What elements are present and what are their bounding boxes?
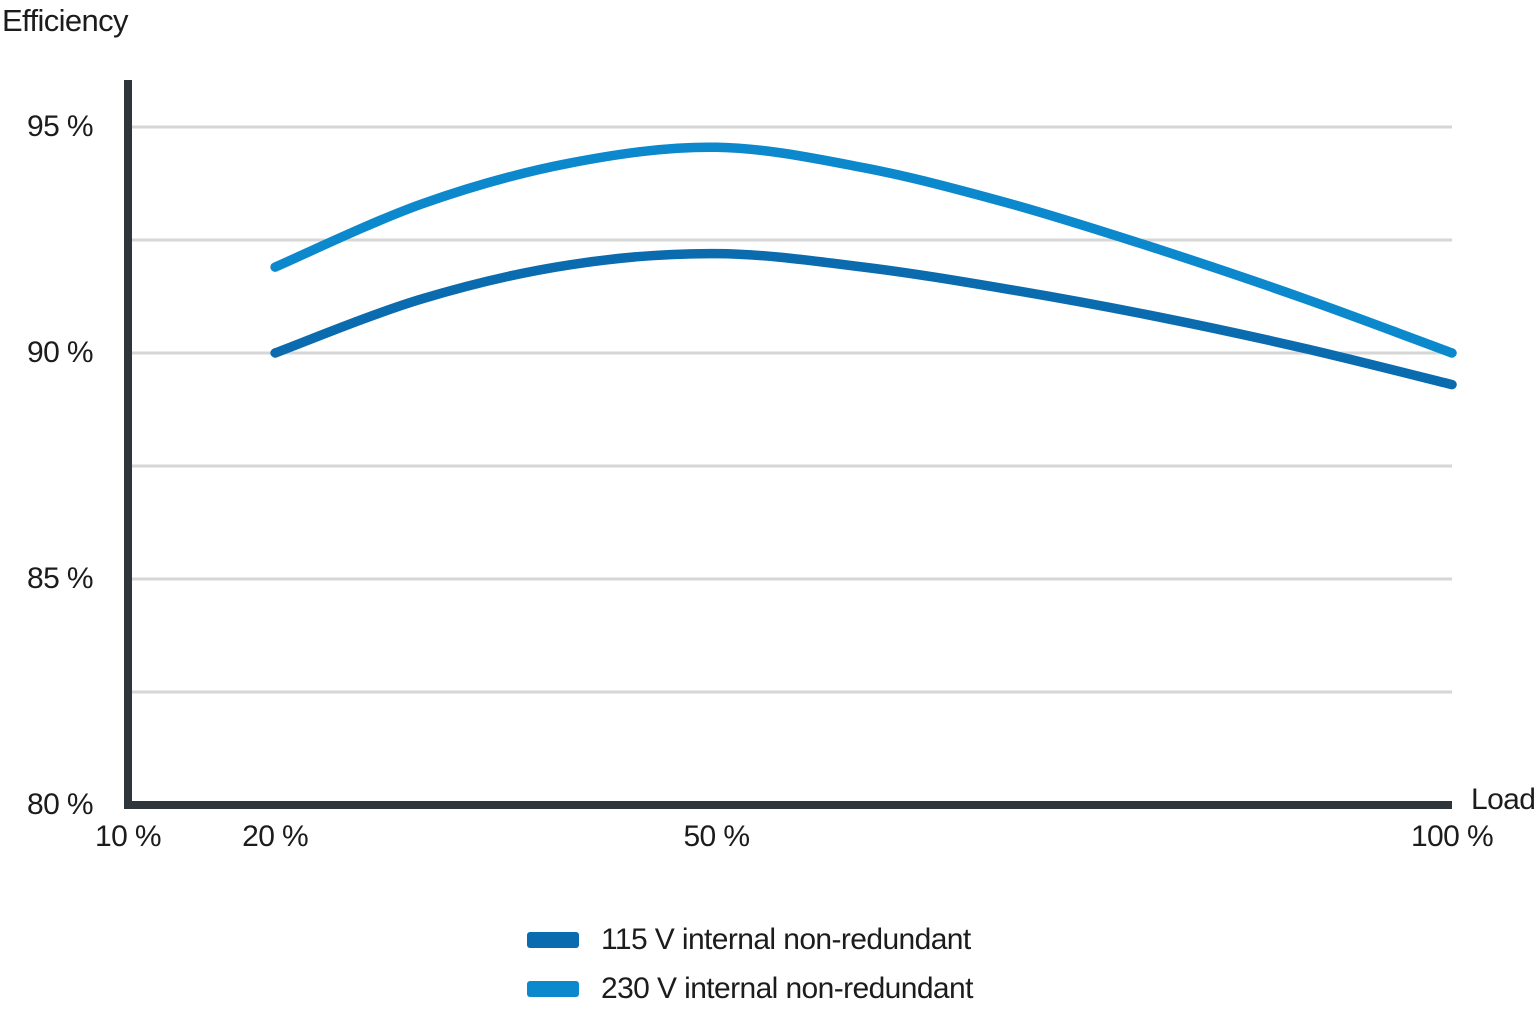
legend-label: 115 V internal non-redundant <box>601 923 971 956</box>
legend-swatch-icon <box>527 932 579 948</box>
y-tick-label: 85 % <box>27 562 94 595</box>
legend-label: 230 V internal non-redundant <box>601 972 973 1005</box>
series-line-1 <box>270 142 1457 358</box>
legend-row: 230 V internal non-redundant <box>527 973 973 1005</box>
y-tick-label: 90 % <box>27 336 94 369</box>
x-tick-label: 50 % <box>683 820 750 853</box>
y-axis-title: Efficiency <box>2 3 129 38</box>
x-tick-label: 10 % <box>95 820 162 853</box>
y-tick-label: 95 % <box>27 110 94 143</box>
legend-row: 115 V internal non-redundant <box>527 924 973 956</box>
x-axis-title: Load <box>1471 783 1536 816</box>
x-tick-label: 100 % <box>1410 820 1494 853</box>
x-tick-label: 20 % <box>242 820 309 853</box>
legend-swatch-icon <box>527 981 579 997</box>
legend: 115 V internal non-redundant 230 V intern… <box>527 924 973 1005</box>
series-line-0 <box>270 248 1457 390</box>
y-tick-label: 80 % <box>27 788 94 821</box>
